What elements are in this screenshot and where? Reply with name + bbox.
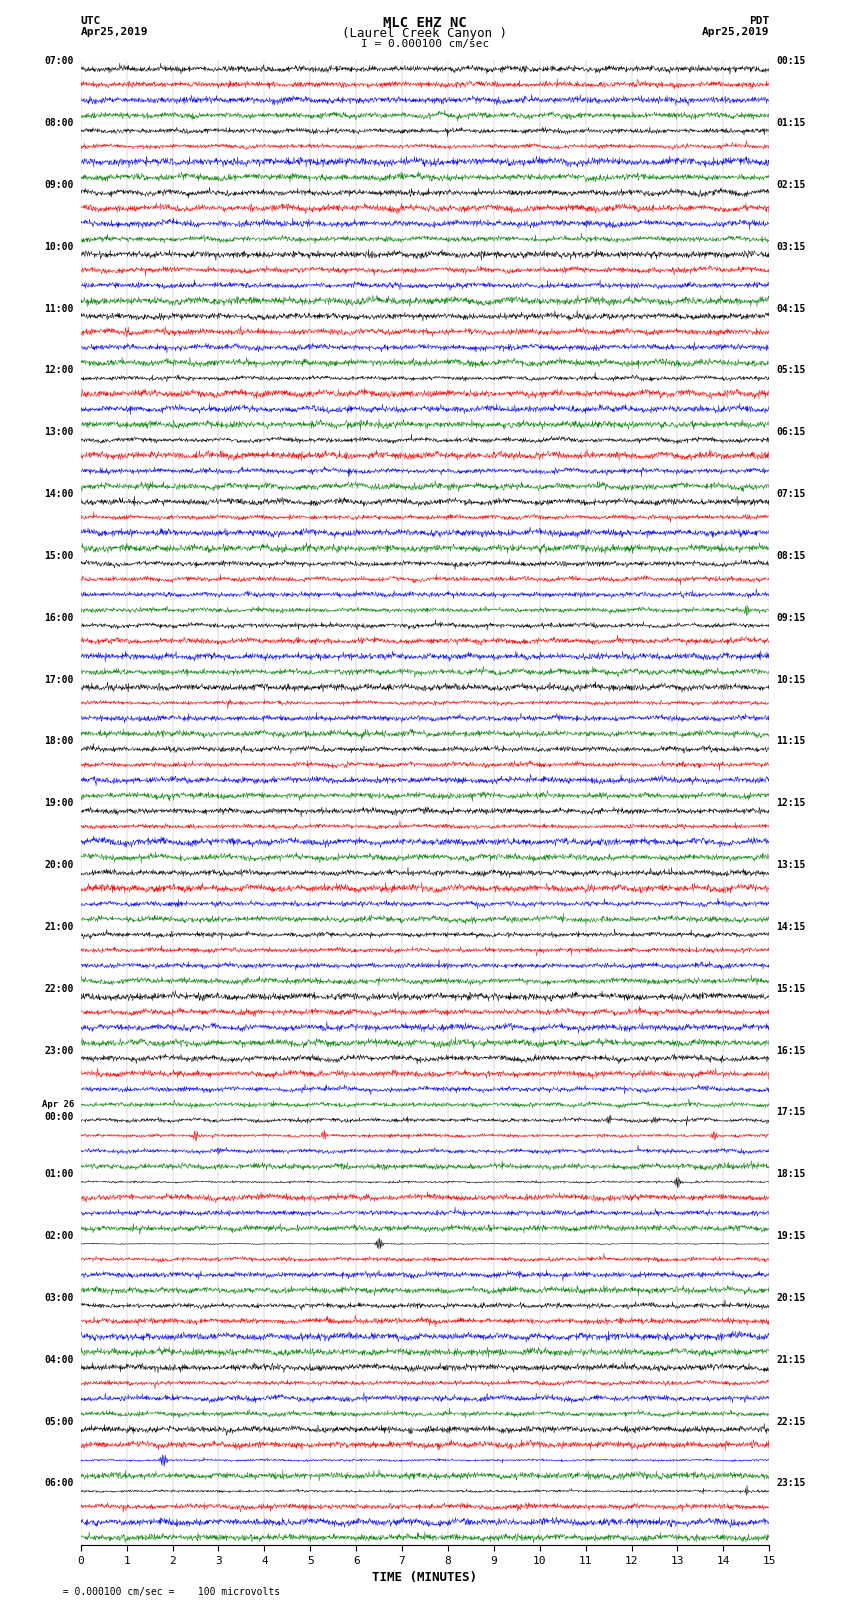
X-axis label: TIME (MINUTES): TIME (MINUTES): [372, 1571, 478, 1584]
Text: 09:00: 09:00: [44, 181, 74, 190]
Text: 01:15: 01:15: [776, 118, 806, 127]
Text: PDT: PDT: [749, 16, 769, 26]
Text: 13:15: 13:15: [776, 860, 806, 869]
Text: (Laurel Creek Canyon ): (Laurel Creek Canyon ): [343, 27, 507, 40]
Text: 08:00: 08:00: [44, 118, 74, 127]
Text: 11:00: 11:00: [44, 303, 74, 313]
Text: 04:00: 04:00: [44, 1355, 74, 1365]
Text: 21:15: 21:15: [776, 1355, 806, 1365]
Text: 13:00: 13:00: [44, 427, 74, 437]
Text: 10:00: 10:00: [44, 242, 74, 252]
Text: 02:15: 02:15: [776, 181, 806, 190]
Text: 12:15: 12:15: [776, 798, 806, 808]
Text: 23:15: 23:15: [776, 1479, 806, 1489]
Text: 09:15: 09:15: [776, 613, 806, 623]
Text: 21:00: 21:00: [44, 923, 74, 932]
Text: 19:00: 19:00: [44, 798, 74, 808]
Text: 01:00: 01:00: [44, 1169, 74, 1179]
Text: 17:00: 17:00: [44, 674, 74, 684]
Text: = 0.000100 cm/sec =    100 microvolts: = 0.000100 cm/sec = 100 microvolts: [51, 1587, 280, 1597]
Text: 12:00: 12:00: [44, 366, 74, 376]
Text: 20:00: 20:00: [44, 860, 74, 869]
Text: 14:00: 14:00: [44, 489, 74, 498]
Text: 14:15: 14:15: [776, 923, 806, 932]
Text: 18:00: 18:00: [44, 737, 74, 747]
Text: 15:15: 15:15: [776, 984, 806, 994]
Text: I = 0.000100 cm/sec: I = 0.000100 cm/sec: [361, 39, 489, 48]
Text: 07:15: 07:15: [776, 489, 806, 498]
Text: Apr25,2019: Apr25,2019: [81, 27, 148, 37]
Text: 06:15: 06:15: [776, 427, 806, 437]
Text: 05:15: 05:15: [776, 366, 806, 376]
Text: Apr 26: Apr 26: [42, 1100, 74, 1110]
Text: 05:00: 05:00: [44, 1416, 74, 1426]
Text: 03:00: 03:00: [44, 1294, 74, 1303]
Text: 18:15: 18:15: [776, 1169, 806, 1179]
Text: 03:15: 03:15: [776, 242, 806, 252]
Text: 06:00: 06:00: [44, 1479, 74, 1489]
Text: 19:15: 19:15: [776, 1231, 806, 1240]
Text: 15:00: 15:00: [44, 552, 74, 561]
Text: 16:00: 16:00: [44, 613, 74, 623]
Text: 08:15: 08:15: [776, 552, 806, 561]
Text: 10:15: 10:15: [776, 674, 806, 684]
Text: MLC EHZ NC: MLC EHZ NC: [383, 16, 467, 31]
Text: 07:00: 07:00: [44, 56, 74, 66]
Text: 00:15: 00:15: [776, 56, 806, 66]
Text: Apr25,2019: Apr25,2019: [702, 27, 769, 37]
Text: 22:00: 22:00: [44, 984, 74, 994]
Text: 02:00: 02:00: [44, 1231, 74, 1240]
Text: 00:00: 00:00: [44, 1111, 74, 1123]
Text: 04:15: 04:15: [776, 303, 806, 313]
Text: 22:15: 22:15: [776, 1416, 806, 1426]
Text: 11:15: 11:15: [776, 737, 806, 747]
Text: 17:15: 17:15: [776, 1108, 806, 1118]
Text: 16:15: 16:15: [776, 1045, 806, 1055]
Text: UTC: UTC: [81, 16, 101, 26]
Text: 20:15: 20:15: [776, 1294, 806, 1303]
Text: 23:00: 23:00: [44, 1045, 74, 1055]
